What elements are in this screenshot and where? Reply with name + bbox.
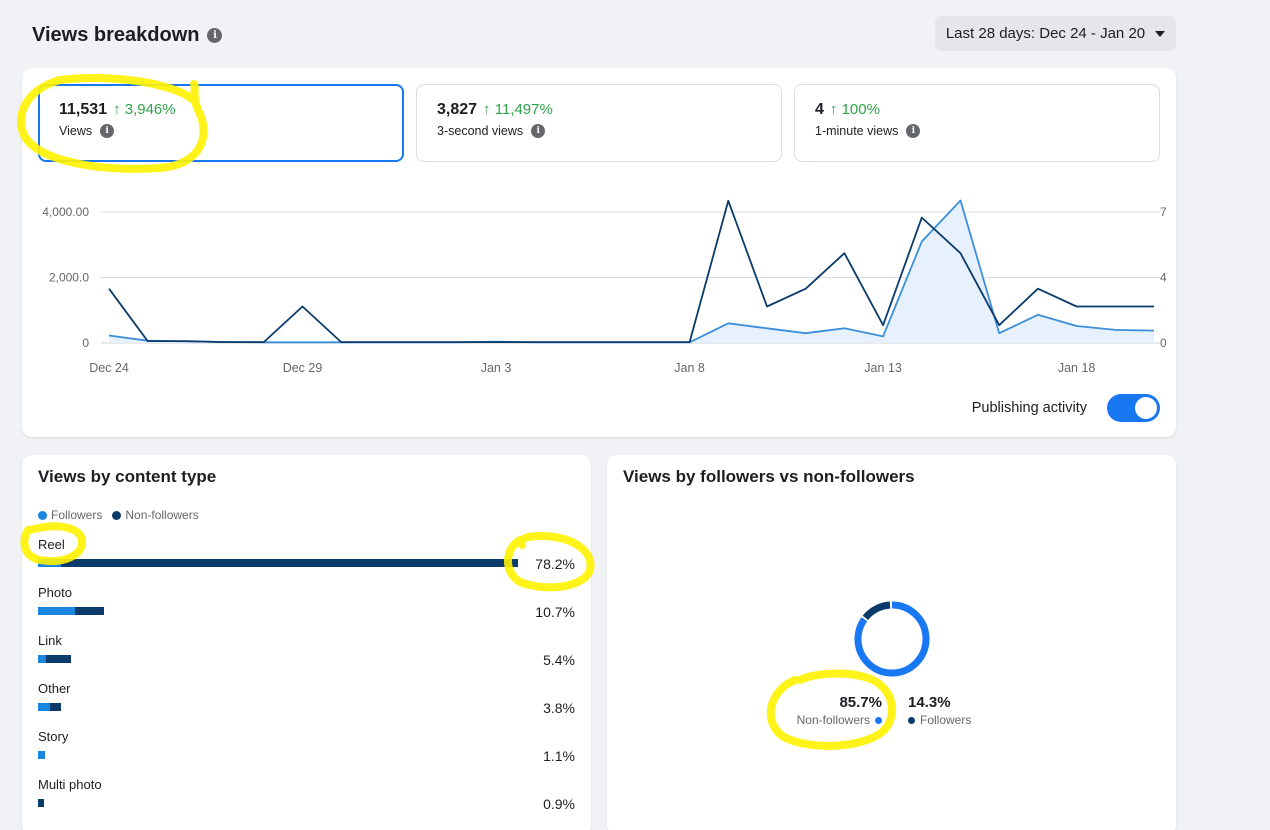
- content-type-row: Reel 78.2%: [38, 537, 575, 585]
- content-type-pct: 0.9%: [543, 796, 575, 812]
- content-type-bar: [38, 751, 45, 759]
- metric-label: 3-second views: [437, 124, 524, 138]
- followers-segment: [38, 751, 45, 759]
- x-tick-label: Jan 3: [481, 361, 512, 375]
- followers-dot-icon: [38, 510, 47, 520]
- publishing-activity-row: Publishing activity: [972, 394, 1160, 422]
- page-title-text: Views breakdown: [32, 24, 200, 46]
- x-tick-label: Dec 29: [283, 361, 323, 375]
- non-followers-segment: [50, 703, 62, 711]
- legend-label: Followers: [51, 508, 103, 522]
- followers-split-card: Views by followers vs non-followers 85.7…: [607, 455, 1176, 830]
- non-followers-segment: [60, 559, 518, 567]
- y-left-tick-label: 2,000.0: [49, 271, 89, 285]
- metric-delta: ↑ 3,946%: [113, 101, 176, 118]
- metric-delta: ↑ 100%: [829, 101, 880, 118]
- content-type-pct: 1.1%: [543, 748, 575, 764]
- publishing-activity-label: Publishing activity: [971, 400, 1087, 416]
- y-left-tick-label: 0: [82, 336, 89, 350]
- views-line-chart: 0 2,000.0 4,000.00 0 4 7 Dec 24 Dec 29 Jan 3 Jan …: [42, 199, 1167, 375]
- content-type-label: Other: [38, 681, 71, 696]
- card-title: Views by content type: [38, 467, 217, 486]
- x-tick-label: Jan 13: [864, 361, 902, 375]
- content-type-label: Photo: [38, 585, 72, 600]
- content-type-bar: [38, 799, 44, 807]
- views-overview-card: 11,531 ↑ 3,946% Views i 3,827 ↑ 11,497% …: [22, 68, 1176, 437]
- y-right-tick-label: 0: [1160, 336, 1167, 350]
- content-type-rows: Reel 78.2% Photo 10.7% Link 5.4% Other 3.8% Stor…: [38, 537, 575, 825]
- non-followers-pct: 85.7%: [839, 694, 882, 711]
- metric-label: 1-minute views: [815, 124, 899, 138]
- content-type-row: Link 5.4%: [38, 633, 575, 681]
- followers-segment: [38, 559, 61, 567]
- date-range-dropdown[interactable]: Last 28 days: Dec 24 - Jan 20: [935, 16, 1176, 51]
- views-series-area: [109, 200, 1154, 343]
- x-tick-label: Jan 8: [674, 361, 705, 375]
- card-title: Views by followers vs non-followers: [623, 467, 915, 486]
- content-type-card: Views by content type Followers Non-foll…: [22, 455, 591, 830]
- followers-segment: [38, 703, 51, 711]
- caret-down-icon: [1155, 30, 1166, 37]
- followers-segment: [38, 655, 46, 663]
- content-type-pct: 78.2%: [535, 556, 575, 572]
- content-type-row: Other 3.8%: [38, 681, 575, 729]
- legend-item-followers: Followers: [38, 508, 102, 522]
- publishing-series-line: [108, 199, 1154, 343]
- content-type-row: Multi photo 0.9%: [38, 777, 575, 825]
- followers-slice: [854, 601, 930, 677]
- toggle-knob: [1135, 397, 1157, 419]
- content-type-bar: [38, 703, 62, 711]
- y-right-tick-label: 7: [1160, 205, 1167, 219]
- content-type-label: Multi photo: [38, 777, 102, 792]
- x-tick-label: Jan 18: [1058, 361, 1096, 375]
- non-followers-segment: [38, 799, 44, 807]
- metric-value: 11,531: [59, 101, 108, 118]
- info-icon[interactable]: i: [100, 124, 115, 138]
- content-type-bar: [38, 655, 72, 663]
- non-followers-segment: [45, 655, 72, 663]
- publishing-activity-toggle[interactable]: [1107, 394, 1160, 422]
- y-right-tick-label: 4: [1160, 271, 1167, 285]
- non-followers-dot-icon: [875, 716, 882, 724]
- content-type-legend: Followers Non-followers: [38, 508, 199, 522]
- legend-item-non-followers: Non-followers: [112, 508, 199, 522]
- info-icon[interactable]: i: [906, 124, 921, 138]
- legend-label: Non-followers: [125, 508, 199, 522]
- content-type-label: Link: [38, 633, 62, 648]
- content-type-pct: 10.7%: [535, 604, 575, 620]
- page-title: Views breakdown i: [32, 24, 223, 47]
- content-type-row: Photo 10.7%: [38, 585, 575, 633]
- non-followers-dot-icon: [112, 510, 122, 520]
- metric-delta: ↑ 11,497%: [483, 101, 553, 118]
- followers-stat: 14.3% Followers: [908, 694, 971, 727]
- followers-pct: 14.3%: [908, 694, 951, 711]
- metric-value: 4: [815, 101, 824, 118]
- content-type-label: Reel: [38, 537, 65, 552]
- non-followers-label: Non-followers: [796, 713, 870, 727]
- content-type-pct: 5.4%: [543, 652, 575, 668]
- content-type-label: Story: [38, 729, 69, 744]
- date-range-label: Last 28 days: Dec 24 - Jan 20: [945, 25, 1146, 42]
- x-tick-label: Dec 24: [89, 361, 129, 375]
- content-type-bar: [38, 607, 104, 615]
- content-type-pct: 3.8%: [543, 700, 575, 716]
- non-followers-segment: [75, 607, 104, 615]
- content-type-bar: [38, 559, 518, 567]
- non-followers-stat: 85.7% Non-followers: [797, 694, 882, 727]
- info-icon[interactable]: i: [207, 28, 223, 43]
- followers-label: Followers: [920, 713, 972, 727]
- y-left-tick-label: 4,000.00: [42, 205, 89, 219]
- followers-segment: [38, 607, 76, 615]
- followers-donut-chart: [854, 601, 930, 677]
- metric-views[interactable]: 11,531 ↑ 3,946% Views i: [38, 84, 404, 162]
- metric-3-second-views[interactable]: 3,827 ↑ 11,497% 3-second views i: [416, 84, 782, 162]
- metric-1-minute-views[interactable]: 4 ↑ 100% 1-minute views i: [794, 84, 1160, 162]
- content-type-row: Story 1.1%: [38, 729, 575, 777]
- metric-label: Views: [59, 124, 93, 138]
- info-icon[interactable]: i: [531, 124, 546, 138]
- followers-dot-icon: [908, 716, 915, 724]
- metric-value: 3,827: [437, 101, 478, 118]
